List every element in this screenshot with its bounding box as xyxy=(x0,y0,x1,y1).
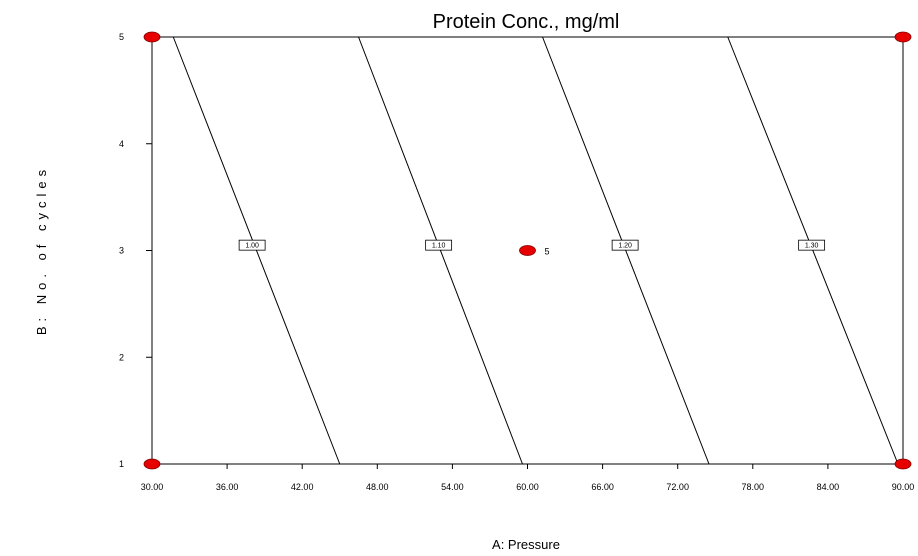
x-tick-label: 84.00 xyxy=(817,482,840,492)
y-tick-label: 4 xyxy=(119,139,124,149)
x-tick-label: 54.00 xyxy=(441,482,464,492)
contour-label: 1.20 xyxy=(618,243,632,250)
contour-label: 1.30 xyxy=(805,243,819,250)
design-point xyxy=(894,458,912,470)
y-tick-label: 5 xyxy=(119,32,124,42)
y-tick-label: 2 xyxy=(119,352,124,362)
contour-label-box xyxy=(798,239,826,251)
contour-label: 1.00 xyxy=(245,243,259,250)
design-point xyxy=(894,31,912,43)
x-tick-label: 48.00 xyxy=(366,482,389,492)
contour-lines: 1.00 1.10 1.20 1.30 xyxy=(172,36,899,465)
design-points: 5 xyxy=(143,31,912,470)
contour-label-box xyxy=(611,239,639,251)
y-axis: 1 2 3 4 5 xyxy=(119,32,152,469)
x-tick-label: 60.00 xyxy=(516,482,539,492)
design-point xyxy=(143,31,161,43)
x-axis: 30.00 36.00 42.00 48.00 54.00 60.00 66.00 72.00… xyxy=(141,464,915,492)
chart-title: Protein Conc., mg/ml xyxy=(433,11,620,33)
design-point xyxy=(143,458,161,470)
y-axis-title: B: No. of cycles xyxy=(34,165,49,335)
x-tick-label: 30.00 xyxy=(141,482,164,492)
x-tick-label: 42.00 xyxy=(291,482,314,492)
contour-label: 1.10 xyxy=(432,243,446,250)
y-tick-label: 1 xyxy=(119,459,124,469)
x-axis-title: A: Pressure xyxy=(492,537,560,552)
x-tick-label: 36.00 xyxy=(216,482,239,492)
x-tick-label: 90.00 xyxy=(892,482,915,492)
x-tick-label: 66.00 xyxy=(591,482,614,492)
contour-label-box xyxy=(238,239,266,251)
x-tick-label: 78.00 xyxy=(742,482,765,492)
x-tick-label: 72.00 xyxy=(666,482,689,492)
y-tick-label: 3 xyxy=(119,246,124,256)
design-point-label: 5 xyxy=(545,247,550,257)
design-point xyxy=(519,245,536,256)
contour-label-box xyxy=(425,239,453,251)
